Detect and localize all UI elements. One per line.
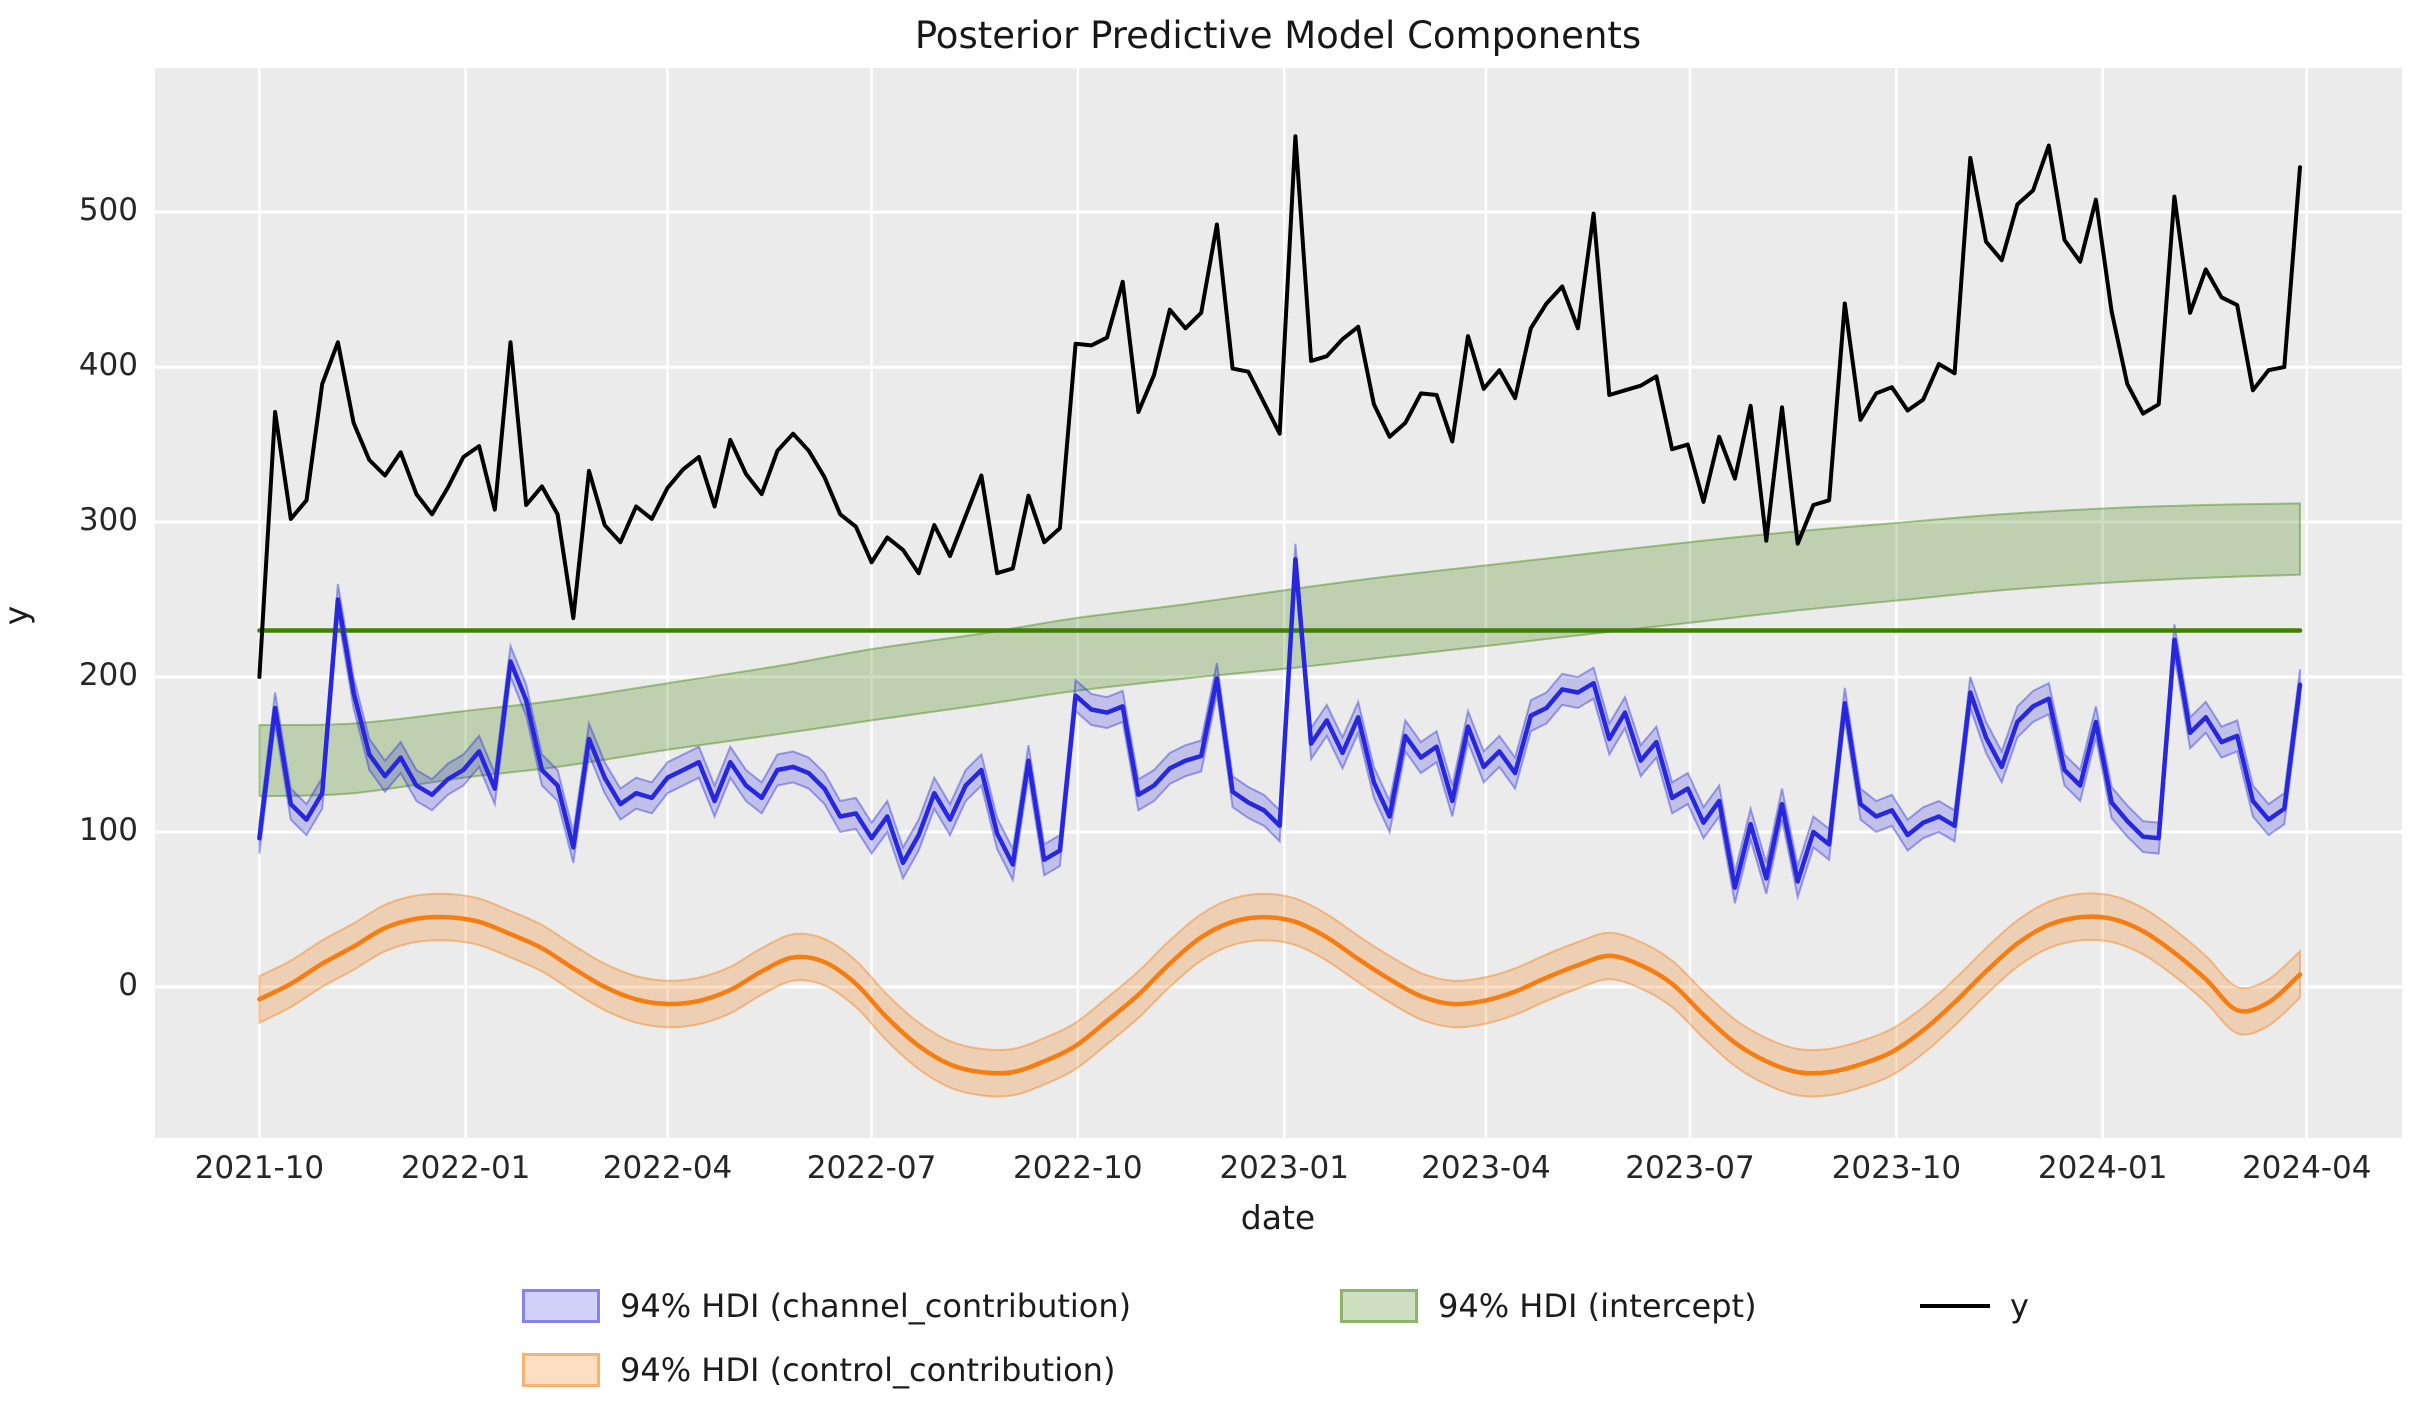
hdi-band-intercept: [258, 502, 2301, 798]
chart-canvas: [155, 68, 2402, 1138]
y-tick-label: 400: [78, 347, 138, 384]
x-tick-label: 2024-01: [2037, 1150, 2168, 1186]
y-tick-label: 0: [118, 966, 138, 1003]
legend-item-y: y: [1920, 1286, 2029, 1326]
legend-label-y: y: [2010, 1287, 2029, 1325]
x-tick-label: 2021-10: [194, 1150, 325, 1186]
hdi-band-control_contribution: [258, 892, 2301, 1098]
series-line-y: [257, 134, 2302, 679]
x-tick-label: 2022-04: [602, 1150, 733, 1186]
legend-item-channel: 94% HDI (channel_contribution): [522, 1286, 1131, 1326]
chart-title: Posterior Predictive Model Components: [914, 14, 1642, 57]
x-tick-label: 2023-07: [1625, 1150, 1755, 1186]
y-tick-label: 200: [78, 656, 138, 693]
y-tick-label: 300: [78, 502, 138, 539]
x-tick-label: 2024-04: [2241, 1150, 2372, 1186]
series-line-channel_contribution: [257, 556, 2303, 890]
intercept-hdi-swatch-icon: [1340, 1289, 1418, 1323]
legend-label-control: 94% HDI (control_contribution): [620, 1351, 1116, 1389]
legend-item-control: 94% HDI (control_contribution): [522, 1350, 1115, 1390]
y-tick-label: 100: [78, 811, 138, 848]
x-tick-label: 2022-07: [806, 1150, 937, 1186]
x-tick-label: 2022-01: [400, 1150, 531, 1186]
x-tick-label: 2023-04: [1421, 1150, 1551, 1186]
x-tick-label: 2023-10: [1831, 1150, 1962, 1186]
channel-hdi-swatch-icon: [522, 1289, 600, 1323]
y-line-swatch-icon: [1920, 1304, 1990, 1308]
x-tick-label: 2023-01: [1219, 1150, 1349, 1186]
control-hdi-swatch-icon: [522, 1353, 600, 1387]
y-axis-label: y: [0, 605, 36, 626]
legend-label-channel: 94% HDI (channel_contribution): [620, 1287, 1132, 1325]
y-tick-label: 500: [78, 192, 138, 229]
legend-item-intercept: 94% HDI (intercept): [1340, 1286, 1757, 1326]
series-line-control_contribution: [257, 914, 2303, 1076]
plot-area: [155, 68, 2402, 1138]
legend-label-intercept: 94% HDI (intercept): [1438, 1287, 1757, 1325]
x-tick-label: 2022-10: [1013, 1150, 1143, 1186]
x-axis-label: date: [1240, 1198, 1316, 1237]
